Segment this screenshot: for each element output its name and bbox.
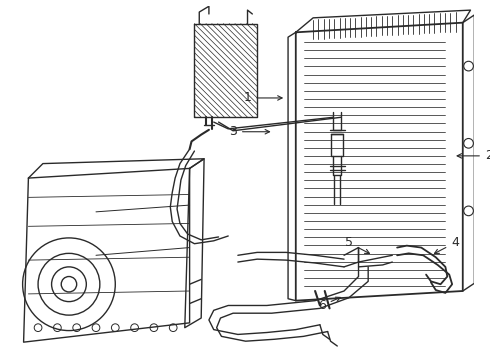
Text: 5: 5: [345, 236, 369, 253]
Text: 4: 4: [435, 236, 459, 253]
Text: 1: 1: [244, 91, 282, 104]
Text: 3: 3: [229, 125, 270, 138]
Text: 2: 2: [457, 149, 490, 162]
Text: 6: 6: [318, 297, 341, 312]
